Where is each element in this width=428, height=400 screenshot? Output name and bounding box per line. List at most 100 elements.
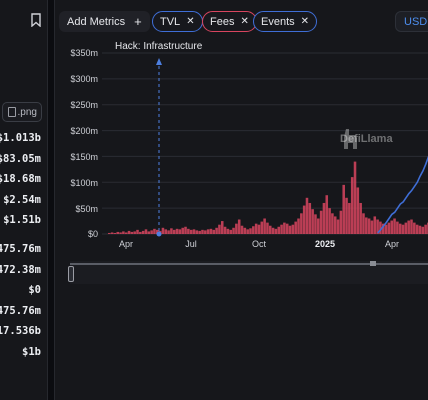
fees-bar bbox=[215, 227, 218, 234]
close-icon[interactable]: ✕ bbox=[186, 16, 195, 27]
fees-bar bbox=[269, 225, 272, 234]
fees-bar bbox=[235, 223, 238, 234]
fees-bar bbox=[232, 227, 235, 234]
fees-bar bbox=[144, 229, 148, 234]
stat-value: $83.05m bbox=[0, 153, 41, 165]
fees-bar bbox=[181, 227, 184, 234]
fees-bar bbox=[124, 232, 128, 234]
fees-bar bbox=[421, 226, 425, 234]
bookmark-icon[interactable] bbox=[30, 13, 42, 27]
y-tick-label: $200m bbox=[70, 126, 98, 136]
fees-bar bbox=[396, 221, 399, 234]
fees-bar bbox=[373, 216, 377, 234]
fees-bar bbox=[153, 228, 156, 234]
metric-pill-events[interactable]: Events ✕ bbox=[253, 11, 318, 32]
fees-bar bbox=[175, 228, 179, 234]
fees-bar bbox=[164, 229, 168, 234]
currency-selector[interactable]: USD bbox=[395, 11, 428, 32]
fees-bar bbox=[223, 226, 227, 234]
fees-bar bbox=[195, 230, 199, 234]
fees-bar bbox=[108, 232, 111, 234]
fees-bar bbox=[141, 230, 145, 234]
fees-bar bbox=[271, 227, 275, 234]
fees-bar bbox=[302, 205, 306, 234]
add-metrics-label: Add Metrics bbox=[67, 15, 126, 28]
fees-bar bbox=[297, 218, 300, 234]
metric-pill-label: TVL bbox=[160, 15, 181, 28]
file-icon bbox=[8, 107, 16, 117]
brush-center-grip[interactable] bbox=[370, 261, 376, 266]
fees-bar bbox=[325, 195, 329, 234]
metric-pill-tvl[interactable]: TVL ✕ bbox=[152, 11, 203, 32]
fees-bar bbox=[260, 221, 264, 234]
fees-bar bbox=[359, 202, 362, 234]
stat-value: 17.536b bbox=[0, 325, 41, 337]
fees-bar bbox=[133, 231, 136, 234]
fees-bar bbox=[319, 210, 323, 234]
fees-bar bbox=[333, 216, 337, 234]
range-brush[interactable] bbox=[68, 261, 428, 284]
fees-bar bbox=[370, 220, 374, 234]
fees-bar bbox=[288, 225, 292, 234]
fees-bar bbox=[229, 229, 232, 234]
metric-pill-label: Events bbox=[261, 15, 295, 28]
fees-bar bbox=[331, 213, 334, 234]
fees-bar bbox=[398, 223, 402, 234]
fees-bar bbox=[167, 230, 170, 234]
event-annotation-label: Hack: Infrastructure bbox=[115, 41, 203, 52]
fees-bar bbox=[113, 232, 117, 234]
x-tick-label: Apr bbox=[118, 239, 134, 249]
fees-bar bbox=[204, 230, 207, 234]
fees-bar bbox=[314, 214, 317, 234]
brush-left-handle[interactable] bbox=[68, 266, 74, 282]
fees-bar bbox=[291, 224, 295, 234]
fees-bar bbox=[246, 229, 249, 234]
metric-pill-fees[interactable]: Fees ✕ bbox=[202, 11, 257, 32]
chart-plot-area[interactable] bbox=[102, 40, 428, 240]
stat-value: $2.54m bbox=[3, 194, 41, 206]
fees-bar bbox=[212, 229, 216, 234]
fees-bar bbox=[254, 223, 258, 234]
close-icon[interactable]: ✕ bbox=[300, 16, 310, 27]
fees-bar bbox=[266, 222, 269, 234]
fees-bar bbox=[365, 217, 368, 234]
event-marker-arrow bbox=[156, 58, 162, 65]
x-tick-label: 2025 bbox=[314, 239, 336, 249]
stat-value: 475.76m bbox=[0, 243, 41, 255]
y-tick-label: $0 bbox=[87, 229, 98, 239]
fees-bar bbox=[240, 225, 244, 234]
fees-bar bbox=[220, 221, 224, 234]
fees-bar bbox=[367, 218, 371, 234]
x-tick-label: Apr bbox=[384, 239, 400, 249]
fees-bar bbox=[209, 228, 213, 234]
fees-bar bbox=[339, 210, 343, 234]
fees-bar bbox=[150, 230, 153, 234]
x-tick-label: Oct bbox=[251, 239, 267, 249]
fees-bar bbox=[407, 220, 410, 234]
download-png-button[interactable]: .png bbox=[2, 102, 42, 122]
fees-bar bbox=[345, 197, 348, 234]
fees-bar bbox=[127, 230, 131, 234]
llama-logo-icon bbox=[344, 129, 357, 149]
fees-bar bbox=[410, 219, 413, 234]
add-metrics-button[interactable]: Add Metrics + bbox=[59, 11, 150, 32]
fees-bar bbox=[170, 228, 173, 234]
fees-bar bbox=[252, 226, 255, 234]
fees-bar bbox=[390, 220, 393, 234]
y-tick-label: $150m bbox=[70, 152, 98, 162]
stat-value: $1.51b bbox=[3, 214, 41, 226]
fees-bar bbox=[277, 226, 281, 234]
close-icon[interactable]: ✕ bbox=[240, 16, 249, 27]
fees-bar bbox=[305, 197, 309, 234]
fees-bar bbox=[178, 229, 182, 234]
fees-bar bbox=[308, 202, 312, 234]
fees-bar bbox=[381, 223, 385, 234]
fees-bar bbox=[328, 208, 331, 234]
fees-bar bbox=[192, 229, 196, 234]
fees-bar bbox=[249, 228, 252, 234]
fees-bar bbox=[201, 229, 204, 234]
watermark-text: DefiLlama bbox=[340, 133, 393, 145]
fees-bar bbox=[116, 231, 120, 234]
fees-bar bbox=[300, 213, 303, 234]
fees-bar bbox=[226, 228, 230, 234]
